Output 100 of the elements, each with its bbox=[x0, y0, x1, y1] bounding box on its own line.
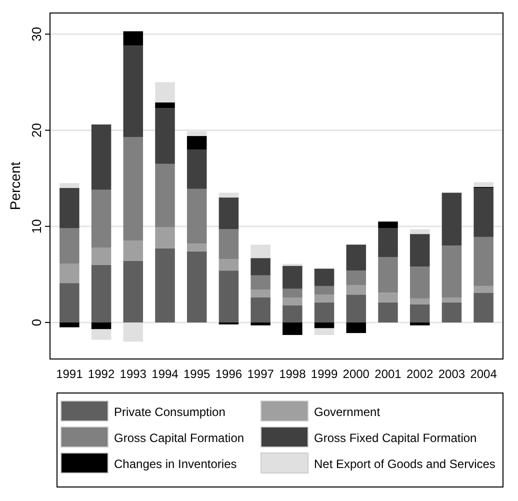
bar bbox=[91, 248, 112, 265]
bar bbox=[60, 188, 80, 228]
bar bbox=[282, 288, 302, 298]
bar bbox=[91, 264, 112, 322]
x-tick-label: 1996 bbox=[215, 367, 242, 381]
x-tick-label: 2002 bbox=[406, 367, 434, 381]
bar bbox=[346, 270, 366, 285]
bar bbox=[250, 322, 270, 326]
bar bbox=[155, 248, 175, 322]
bar bbox=[282, 266, 302, 289]
bar bbox=[155, 102, 175, 108]
bar bbox=[378, 228, 398, 258]
x-tick-label: 1999 bbox=[310, 367, 338, 381]
bar bbox=[346, 294, 366, 322]
x-tick-label: 1991 bbox=[56, 367, 84, 381]
bar bbox=[346, 244, 366, 271]
bar bbox=[60, 183, 80, 188]
bar bbox=[474, 292, 494, 322]
bar bbox=[123, 240, 144, 261]
bar bbox=[250, 258, 270, 276]
bar bbox=[378, 222, 398, 228]
bar bbox=[155, 227, 175, 248]
bar bbox=[314, 328, 334, 335]
bar bbox=[186, 188, 207, 244]
bar bbox=[474, 182, 494, 187]
bar bbox=[155, 108, 175, 164]
bar bbox=[442, 302, 462, 322]
x-tick-label: 1993 bbox=[120, 367, 147, 381]
bar bbox=[442, 297, 462, 302]
x-tick-label: 1995 bbox=[184, 367, 211, 381]
legend-label: Net Export of Goods and Services bbox=[314, 457, 496, 471]
bar bbox=[410, 304, 430, 322]
legend-label: Private Consumption bbox=[114, 405, 226, 419]
bar bbox=[378, 292, 398, 302]
bar bbox=[218, 229, 239, 260]
bar bbox=[314, 302, 334, 322]
bar bbox=[60, 283, 80, 322]
bar bbox=[186, 244, 207, 252]
bar bbox=[410, 298, 430, 304]
bar bbox=[91, 329, 112, 340]
bar bbox=[346, 322, 366, 334]
bar bbox=[250, 297, 270, 322]
bar bbox=[218, 192, 239, 198]
bar bbox=[60, 228, 80, 264]
bar bbox=[186, 136, 207, 150]
x-tick-label: 2004 bbox=[470, 367, 498, 381]
legend-label: Gross Capital Formation bbox=[114, 431, 244, 445]
x-tick-label: 2000 bbox=[342, 367, 370, 381]
bar bbox=[378, 302, 398, 322]
bar bbox=[91, 322, 112, 330]
bar bbox=[123, 31, 144, 46]
y-tick-label: 10 bbox=[29, 219, 44, 234]
x-tick-label: 1998 bbox=[279, 367, 306, 381]
x-tick-label: 2003 bbox=[438, 367, 466, 381]
y-tick-label: 0 bbox=[29, 318, 44, 326]
bar bbox=[474, 236, 494, 286]
bar bbox=[123, 260, 144, 322]
bar bbox=[314, 322, 334, 328]
x-tick-label: 2001 bbox=[374, 367, 402, 381]
bar bbox=[410, 234, 430, 267]
legend-label: Government bbox=[314, 405, 381, 419]
bar bbox=[250, 290, 270, 298]
bar bbox=[314, 294, 334, 302]
x-tick-label: 1992 bbox=[88, 367, 115, 381]
x-tick-label: 1997 bbox=[247, 367, 274, 381]
bar bbox=[218, 198, 239, 230]
bar bbox=[378, 257, 398, 293]
y-tick-label: 20 bbox=[29, 123, 44, 138]
bar bbox=[218, 259, 239, 271]
bar bbox=[250, 275, 270, 290]
bar bbox=[410, 322, 430, 326]
y-axis-title: Percent bbox=[7, 162, 23, 210]
bar bbox=[123, 46, 144, 137]
bar bbox=[442, 192, 462, 246]
bar bbox=[60, 322, 80, 328]
x-tick-label: 1994 bbox=[152, 367, 179, 381]
bar bbox=[282, 297, 302, 306]
bar bbox=[91, 124, 112, 190]
bar bbox=[155, 82, 175, 102]
legend-label: Changes in Inventories bbox=[114, 457, 237, 471]
bar bbox=[442, 246, 462, 298]
y-tick-label: 30 bbox=[29, 26, 44, 42]
legend-label: Gross Fixed Capital Formation bbox=[314, 431, 477, 445]
bar bbox=[250, 244, 270, 258]
bar bbox=[282, 305, 302, 322]
bar bbox=[60, 264, 80, 284]
bar bbox=[410, 229, 430, 234]
bar bbox=[474, 286, 494, 293]
bar bbox=[314, 286, 334, 295]
bar bbox=[474, 188, 494, 237]
bar bbox=[186, 251, 207, 322]
bar bbox=[186, 149, 207, 189]
bar bbox=[410, 266, 430, 298]
bar bbox=[123, 136, 144, 241]
bar bbox=[91, 190, 112, 248]
bar bbox=[218, 270, 239, 322]
bar bbox=[346, 284, 366, 295]
bar bbox=[314, 268, 334, 286]
bar bbox=[282, 322, 302, 335]
bar bbox=[155, 164, 175, 228]
